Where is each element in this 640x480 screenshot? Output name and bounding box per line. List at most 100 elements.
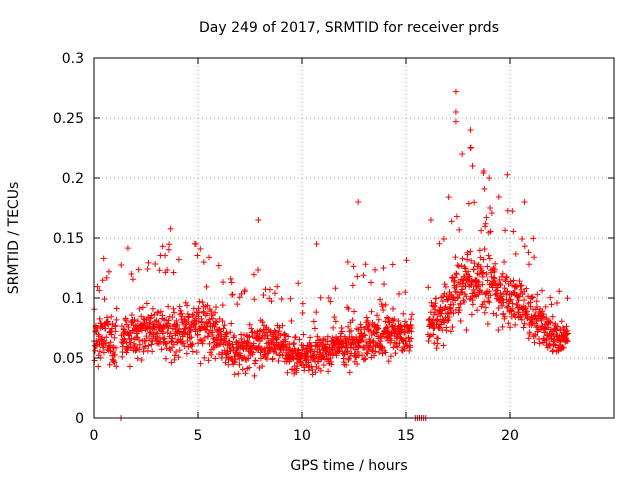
data-point [279, 322, 286, 329]
data-point [483, 271, 490, 278]
data-point [327, 355, 334, 362]
data-point [455, 263, 462, 270]
data-point [176, 303, 183, 310]
data-point [231, 371, 238, 378]
data-point [135, 266, 142, 273]
data-point [167, 225, 174, 232]
data-point [539, 287, 546, 294]
data-point [184, 302, 191, 309]
data-point [204, 302, 211, 309]
data-point [236, 361, 243, 368]
y-tick-label: 0.25 [53, 111, 84, 127]
data-point [492, 260, 499, 267]
data-point [144, 266, 151, 273]
data-point [237, 352, 244, 359]
data-point [360, 272, 367, 279]
data-point [532, 331, 539, 338]
data-point [467, 127, 474, 133]
data-point [245, 355, 252, 362]
data-point [161, 323, 168, 330]
data-point [158, 346, 165, 353]
data-point [426, 333, 433, 340]
data-point [407, 316, 414, 323]
data-point [290, 355, 297, 362]
data-point [149, 348, 156, 355]
data-point [479, 270, 486, 277]
data-point [320, 361, 327, 368]
data-point [481, 245, 488, 252]
data-point [444, 310, 451, 317]
data-point [159, 330, 166, 337]
data-point [539, 308, 546, 315]
data-point [504, 288, 511, 295]
data-point [229, 291, 236, 298]
data-point [480, 256, 487, 263]
data-point [482, 220, 489, 227]
x-tick-label: 15 [397, 428, 415, 444]
data-point [229, 291, 236, 298]
data-point [402, 289, 409, 296]
data-point [521, 243, 528, 250]
data-point [540, 311, 547, 318]
data-point [208, 351, 215, 358]
data-point [384, 314, 391, 321]
data-point [189, 311, 196, 318]
data-point [203, 283, 210, 290]
data-point [454, 295, 461, 302]
data-point [367, 327, 374, 334]
data-point [446, 313, 453, 320]
data-point [501, 313, 508, 320]
data-point [354, 361, 361, 368]
data-point [131, 316, 138, 323]
data-point [194, 252, 201, 259]
data-point [153, 329, 160, 336]
data-point [306, 339, 313, 346]
data-point [228, 320, 235, 327]
data-point [166, 241, 173, 248]
grid-lines [94, 58, 614, 418]
data-point [486, 288, 493, 295]
data-point [351, 308, 358, 315]
data-point [430, 331, 437, 338]
data-point [546, 318, 553, 325]
data-point [355, 343, 362, 350]
data-point [95, 363, 102, 370]
data-point [454, 262, 461, 269]
data-point [488, 210, 495, 217]
data-point [354, 273, 361, 280]
data-point [170, 269, 177, 276]
data-point [499, 296, 506, 303]
data-point [251, 372, 258, 379]
data-point [110, 348, 117, 355]
data-point [169, 335, 176, 342]
data-point [232, 356, 239, 363]
data-point [467, 281, 474, 288]
data-point [359, 352, 366, 359]
data-point [180, 329, 187, 336]
data-point [401, 329, 408, 336]
data-point [549, 313, 556, 320]
data-point [499, 302, 506, 309]
data-point [149, 305, 156, 312]
data-point [482, 304, 489, 311]
data-point [486, 299, 493, 306]
data-point [164, 329, 171, 336]
data-point [491, 266, 498, 273]
data-point [349, 282, 356, 289]
data-point [197, 336, 204, 343]
data-point [525, 335, 532, 342]
data-point [363, 314, 370, 321]
data-point [377, 296, 384, 303]
data-point [156, 267, 163, 274]
data-point [165, 246, 172, 253]
data-point [542, 303, 549, 310]
data-point [165, 317, 172, 324]
y-tick-label: 0.05 [53, 351, 84, 367]
data-point [398, 347, 405, 354]
data-point [360, 344, 367, 351]
data-point [255, 217, 262, 223]
data-point [197, 245, 204, 252]
data-point [559, 344, 566, 351]
data-point [185, 314, 192, 321]
data-point [465, 200, 472, 207]
